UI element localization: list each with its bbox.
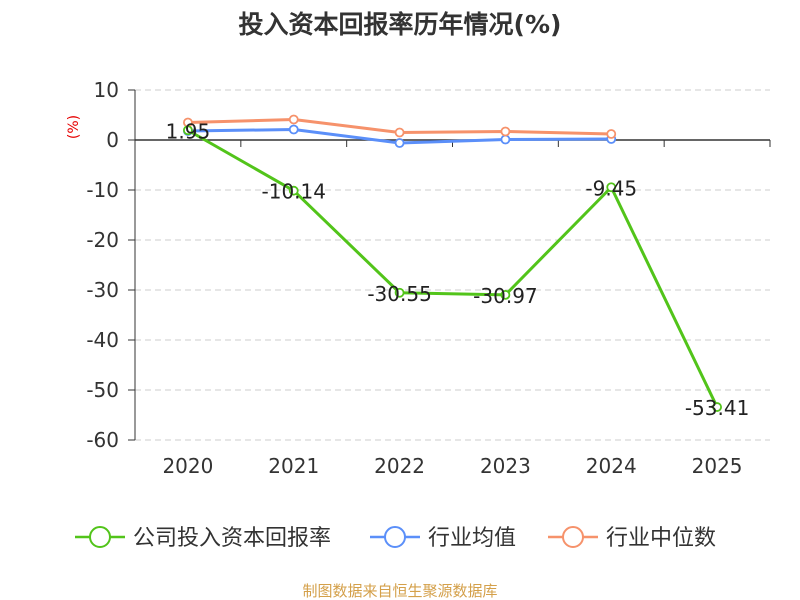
legend-label: 公司投入资本回报率 (133, 526, 331, 551)
data-label: -10.14 (262, 180, 326, 204)
data-point (394, 287, 405, 298)
legend-label: 行业均值 (428, 526, 516, 551)
series-lines (183, 114, 722, 412)
data-point (394, 127, 405, 138)
data-point (183, 125, 193, 136)
data-point (394, 138, 405, 148)
data-point (500, 126, 511, 137)
data-point (500, 134, 511, 145)
data-label: -30.55 (367, 282, 431, 306)
data-label: -30.97 (473, 284, 537, 308)
data-point (500, 289, 511, 300)
axes: 10 0 -10 -20 -30 -40 -50 -60 2020 2021 2022 2023 202… (86, 78, 771, 478)
legend-label: 行业中位数 (606, 526, 716, 551)
y-tick-label: -30 (86, 278, 119, 302)
data-label: -9.45 (585, 176, 637, 200)
data-point (606, 182, 617, 193)
x-tick-label: 2021 (268, 454, 319, 478)
data-point (288, 124, 299, 135)
legend-swatch-marker (384, 526, 406, 548)
legend: 公司投入资本回报率 行业均值 行业中位数 (75, 526, 716, 551)
data-labels: 1.95 -10.14 -30.55 -30.97 -9.45 -53.41 (166, 119, 750, 420)
data-point (288, 185, 299, 196)
y-tick-label: 0 (106, 128, 119, 152)
data-point (712, 402, 722, 412)
y-tick-label: -50 (86, 378, 119, 402)
legend-swatch-marker (562, 526, 584, 548)
x-tick-label: 2023 (480, 454, 531, 478)
x-tick-label: 2022 (374, 454, 425, 478)
legend-swatch-marker (89, 526, 111, 548)
data-label: -53.41 (685, 396, 749, 420)
y-tick-label: 10 (94, 78, 119, 102)
data-point (288, 114, 299, 125)
chart-title: 投入资本回报率历年情况(%) (239, 10, 562, 39)
data-label: 1.95 (166, 119, 211, 143)
series-line (187, 128, 719, 408)
legend-item: 公司投入资本回报率 (75, 526, 331, 551)
y-tick-label: -60 (86, 428, 119, 452)
grid-lines (135, 89, 770, 441)
y-axis-label: (%) (66, 115, 82, 139)
x-tick-label: 2024 (586, 454, 637, 478)
legend-item: 行业中位数 (548, 526, 716, 551)
legend-item: 行业均值 (370, 526, 516, 551)
data-point (606, 129, 617, 139)
y-tick-label: -40 (86, 328, 119, 352)
source-note: 制图数据来自恒生聚源数据库 (302, 582, 497, 600)
y-tick-label: -10 (86, 178, 119, 202)
x-tick-label: 2020 (162, 454, 213, 478)
y-tick-label: -20 (86, 228, 119, 252)
x-tick-label: 2025 (692, 454, 743, 478)
